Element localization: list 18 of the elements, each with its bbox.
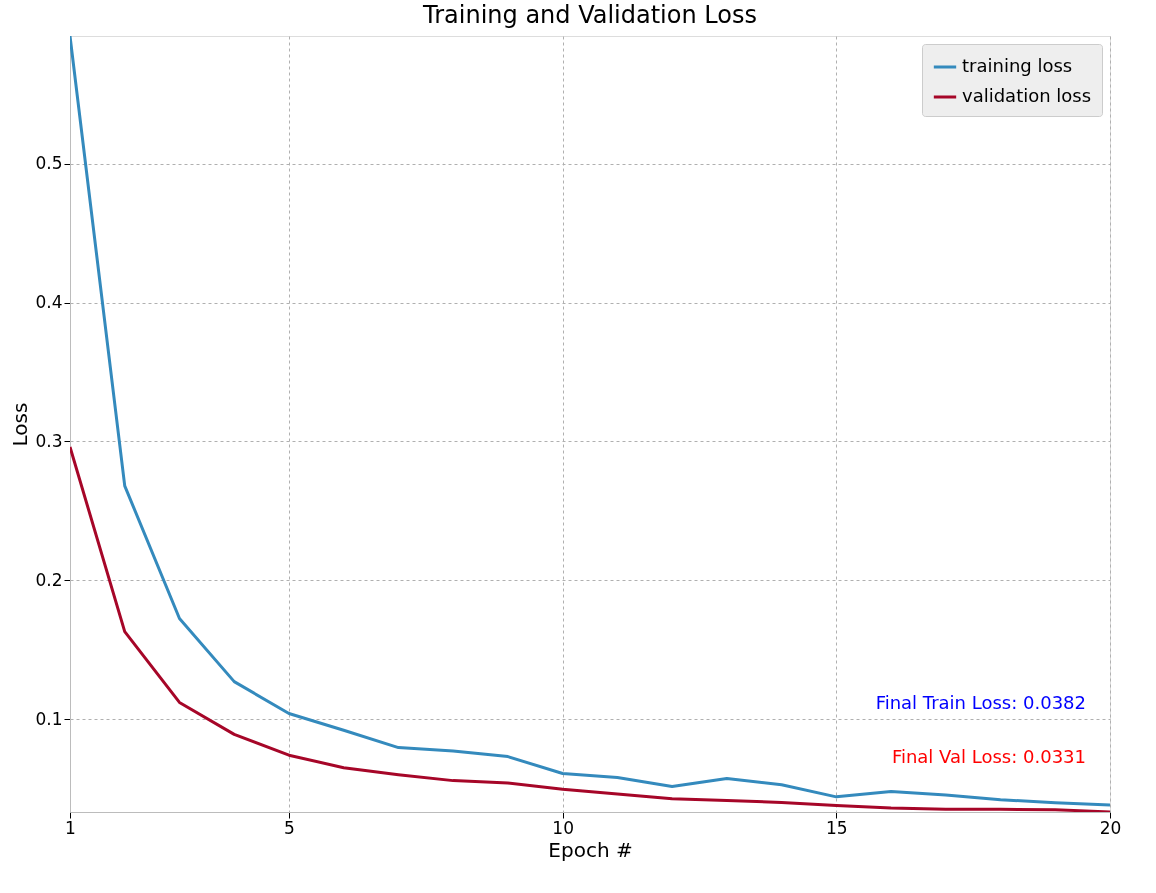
line-series <box>70 36 1110 807</box>
x-axis-title: Epoch # <box>548 837 633 862</box>
x-tick-label: 10 <box>552 817 574 838</box>
y-tick-label: 0.4 <box>35 292 63 313</box>
legend-label: training loss <box>962 55 1073 76</box>
x-tick-label: 1 <box>65 817 76 838</box>
y-axis-title: Loss <box>8 402 33 447</box>
y-tick-label: 0.3 <box>35 430 63 451</box>
y-tick-label: 0.5 <box>35 153 63 174</box>
x-tick-label: 20 <box>1099 817 1122 838</box>
y-tick-label: 0.2 <box>35 569 63 590</box>
chart-title: Training and Validation Loss <box>422 1 757 29</box>
annotation: Final Train Loss: 0.0382 <box>875 692 1086 713</box>
legend-label: validation loss <box>962 85 1092 106</box>
y-tick-label: 0.1 <box>35 708 63 729</box>
x-tick-label: 5 <box>284 817 295 838</box>
annotation: Final Val Loss: 0.0331 <box>891 746 1086 767</box>
x-tick-label: 15 <box>826 817 848 838</box>
